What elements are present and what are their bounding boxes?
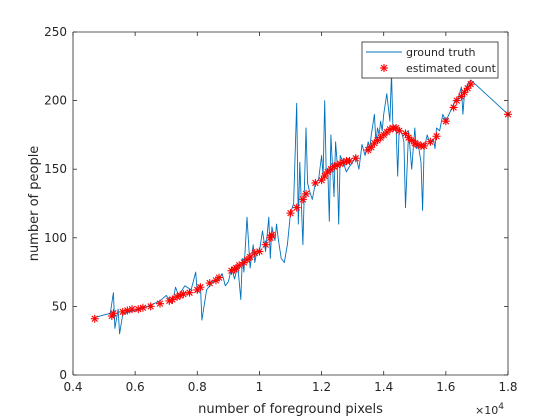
axes	[72, 31, 509, 376]
estimated-count-marker	[401, 129, 410, 138]
estimated-count-marker	[460, 88, 469, 97]
legend: ground truth estimated count	[361, 41, 499, 79]
estimated-count-marker	[255, 247, 264, 256]
y-tick-label: 150	[44, 162, 67, 176]
estimated-count-marker	[109, 309, 118, 318]
estimated-count-marker	[441, 117, 450, 126]
x-tick-label: 0.8	[188, 380, 207, 394]
y-tick-label: 250	[44, 25, 67, 39]
estimated-count-marker	[351, 154, 360, 163]
legend-estimated-count-swatch	[380, 64, 388, 72]
estimated-count-marker	[179, 290, 188, 299]
tick-labels: 0.4 0.6 0.8 1 1.2 1.4 1.6 1.8 0 50 100 150 200 250	[44, 25, 517, 394]
legend-star-marker	[380, 64, 388, 72]
estimated-count-marker	[298, 195, 307, 204]
estimated-count-marker	[196, 283, 205, 292]
x-tick-label: 0.6	[126, 380, 145, 394]
estimated-count-marker	[320, 172, 329, 181]
x-axis-exponent: ×104	[475, 402, 504, 417]
x-tick-label: 0.4	[63, 380, 82, 394]
estimated-count-marker	[156, 299, 164, 308]
y-tick-label: 50	[52, 299, 67, 313]
y-tick-label: 100	[44, 231, 67, 245]
estimated-count-marker	[432, 132, 441, 141]
x-axis-exponent-power: 4	[498, 402, 504, 412]
estimated-count-marker	[205, 279, 214, 288]
x-tick-label: 1.8	[498, 380, 517, 394]
estimated-count-marker	[261, 240, 270, 249]
estimated-count-marker	[90, 314, 99, 323]
plot-area	[73, 32, 508, 375]
estimated-count-marker	[185, 288, 194, 297]
estimated-count-marker	[367, 143, 376, 152]
estimated-count-marker	[302, 189, 311, 198]
estimated-count-marker	[317, 176, 326, 185]
estimated-count-marker	[452, 96, 461, 105]
estimated-count-marker	[395, 126, 404, 135]
x-tick-label: 1.4	[374, 380, 393, 394]
x-axis-label: number of foreground pixels	[198, 402, 383, 417]
estimated-count-marker	[420, 141, 429, 150]
x-axis-exponent-base: ×10	[475, 404, 498, 417]
x-tick-label: 1.6	[436, 380, 455, 394]
estimated-count-marker	[345, 156, 354, 165]
x-tick-label: 1	[256, 380, 264, 394]
y-tick-label: 0	[59, 368, 67, 382]
estimated-count-marker	[168, 295, 177, 304]
estimated-count-marker	[426, 137, 435, 146]
estimated-count-marker	[235, 261, 244, 270]
estimated-count-marker	[215, 273, 224, 282]
estimated-count-marker	[286, 209, 295, 218]
estimated-count-marker	[292, 203, 301, 212]
legend-box	[361, 41, 499, 79]
y-axis-label: number of people	[27, 146, 42, 262]
estimated-count-marker	[138, 303, 147, 312]
estimated-count-marker	[466, 80, 475, 89]
estimated-count-marker	[457, 92, 466, 101]
y-tick-label: 200	[44, 94, 67, 108]
x-tick-label: 1.2	[312, 380, 331, 394]
estimated-count-marker	[463, 84, 472, 93]
legend-ground-truth-label: ground truth	[406, 46, 476, 59]
estimated-count-marker	[267, 231, 276, 240]
estimated-count-marker	[146, 302, 155, 311]
estimated-count-marker	[449, 103, 458, 112]
estimated-count-marker	[311, 178, 320, 187]
legend-estimated-count-label: estimated count	[406, 62, 497, 75]
